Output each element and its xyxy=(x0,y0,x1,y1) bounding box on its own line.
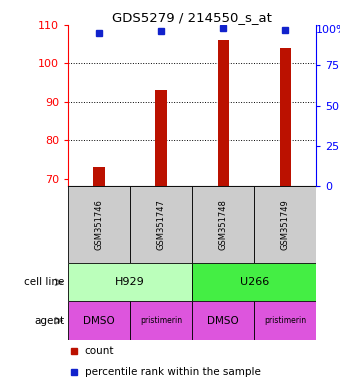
Bar xyxy=(68,186,130,263)
Text: pristimerin: pristimerin xyxy=(140,316,182,325)
Bar xyxy=(94,167,105,186)
Text: agent: agent xyxy=(34,316,65,326)
Bar xyxy=(279,48,291,186)
Bar xyxy=(192,186,254,263)
Bar xyxy=(254,186,316,263)
Bar xyxy=(68,263,192,301)
Text: H929: H929 xyxy=(115,277,145,287)
Bar xyxy=(155,90,167,186)
Bar xyxy=(130,186,192,263)
Bar xyxy=(192,301,254,340)
Title: GDS5279 / 214550_s_at: GDS5279 / 214550_s_at xyxy=(112,11,272,24)
Text: pristimerin: pristimerin xyxy=(264,316,306,325)
Text: GSM351749: GSM351749 xyxy=(281,199,290,250)
Text: percentile rank within the sample: percentile rank within the sample xyxy=(85,367,261,377)
Bar xyxy=(254,301,316,340)
Text: GSM351747: GSM351747 xyxy=(157,199,166,250)
Text: cell line: cell line xyxy=(24,277,65,287)
Text: DMSO: DMSO xyxy=(207,316,239,326)
Text: 100%: 100% xyxy=(316,25,340,35)
Text: DMSO: DMSO xyxy=(83,316,115,326)
Text: GSM351746: GSM351746 xyxy=(95,199,103,250)
Bar xyxy=(218,40,229,186)
Text: U266: U266 xyxy=(239,277,269,287)
Text: count: count xyxy=(85,346,114,356)
Bar xyxy=(68,301,130,340)
Bar xyxy=(192,263,316,301)
Text: GSM351748: GSM351748 xyxy=(219,199,227,250)
Bar xyxy=(130,301,192,340)
